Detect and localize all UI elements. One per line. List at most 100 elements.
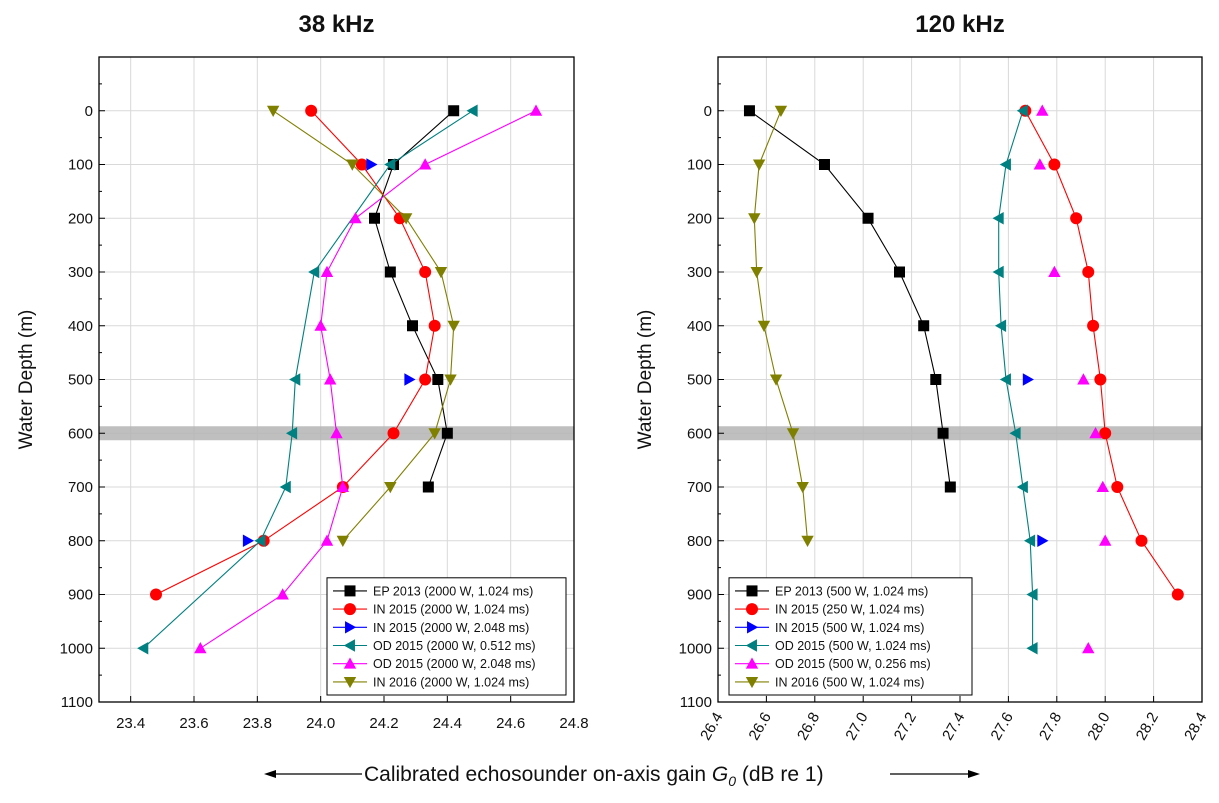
panel-2-series-line <box>1024 110 1179 595</box>
panel-2-ytick-label: 200 <box>687 210 712 227</box>
panel-2-legend-marker <box>746 603 758 616</box>
panel-1-data-point <box>434 267 448 279</box>
panel-1-series-6 <box>266 105 460 547</box>
panel-1-data-point <box>428 428 441 440</box>
panel-1-legend-label: OD 2015 (2000 W, 0.512 ms) <box>373 639 536 653</box>
panel-2-ytick-label: 1000 <box>679 640 712 657</box>
panel-2-data-point <box>818 159 830 170</box>
panel-2-data-point <box>1082 642 1095 654</box>
panel-1-data-point <box>150 588 162 601</box>
panel-2-data-point <box>1048 158 1061 171</box>
panel-1-series-5 <box>194 104 543 654</box>
panel-1-data-point <box>276 588 289 600</box>
panel-1-data-point <box>384 158 396 171</box>
panel-2-data-point <box>1111 481 1124 493</box>
panel-1-legend-marker <box>345 621 357 634</box>
panel-2-data-point <box>1087 319 1100 332</box>
panel-1-data-point <box>441 427 453 439</box>
panel-2-data-point <box>743 105 755 117</box>
panel-2-data-point <box>1016 480 1028 494</box>
panel-1-legend-marker <box>343 676 357 689</box>
panel-1-ytick-label: 900 <box>68 587 93 604</box>
panel-1-data-point <box>320 534 334 546</box>
panel-1-data-point <box>308 265 320 279</box>
panel-2-ylabel: Water Depth (m) <box>635 310 656 450</box>
panel-2-data-point <box>1023 534 1036 547</box>
panel-1-data-point <box>369 212 380 224</box>
panel-1-series-4 <box>137 104 478 655</box>
panel-2-data-point <box>918 320 930 332</box>
panel-1-data-point <box>387 427 400 440</box>
panel-1-series-line <box>373 110 455 488</box>
panel-1-legend-label: IN 2015 (2000 W, 1.024 ms) <box>373 603 529 617</box>
panel-1-xtick-label: 24.8 <box>559 715 588 732</box>
panel-2-data-point <box>1037 534 1049 547</box>
panel-2-data-point <box>944 481 956 493</box>
panel-2-data-point <box>1171 588 1184 601</box>
panel-1-data-point <box>242 534 255 547</box>
panel-1-title: 38 kHz <box>298 11 374 38</box>
panel-2-data-point <box>992 212 1004 225</box>
panel-1-data-point <box>428 319 441 332</box>
panel-2-data-point <box>999 373 1011 386</box>
panel-1-data-point <box>336 535 350 547</box>
panel-1-data-point <box>194 642 207 654</box>
panel-1-data-point <box>466 104 478 117</box>
panel-1-ytick-label: 1100 <box>61 694 93 711</box>
panel-2-xtick-label: 27.0 <box>842 710 871 744</box>
panel-1-data-point <box>137 642 149 655</box>
panel-1-ytick-label: 0 <box>85 103 93 120</box>
panel-1-xtick-label: 23.4 <box>116 715 145 732</box>
panel-2-xtick-label: 26.4 <box>697 710 726 744</box>
caption: Calibrated echosounder on-axis gain G0 (… <box>264 763 980 789</box>
panel-2-data-point <box>769 374 783 386</box>
panel-2-ytick-label: 100 <box>687 157 712 174</box>
panel-1-series-line <box>142 110 474 649</box>
panel-2-data-point <box>1099 534 1112 546</box>
panel-2-xtick-label: 28.0 <box>1084 710 1113 744</box>
caption-label: Calibrated echosounder on-axis gain <box>364 763 712 786</box>
panel-1-data-point <box>285 427 298 440</box>
panel-1-data-point <box>384 266 396 278</box>
panel-1-data-point <box>323 373 337 385</box>
panel-2: 120 kHz 0 100 200 300 400 500 600 700 800 900 1000 1… <box>635 11 1210 743</box>
panel-2-data-point <box>992 265 1004 279</box>
panel-2-series-3 <box>1022 373 1049 547</box>
panel-2-ytick-label: 400 <box>687 318 712 335</box>
panel-1-xtick-label: 23.6 <box>179 715 208 732</box>
panel-1: 38 kHz 0 100 200 300 400 500 600 700 800 900 1000 11… <box>16 11 589 732</box>
panel-1-ylabel: Water Depth (m) <box>16 310 37 450</box>
panel-2-data-point <box>1026 642 1038 655</box>
panel-2-ytick-label: 900 <box>687 587 712 604</box>
panel-2-data-point <box>1026 588 1038 601</box>
panel-1-ytick-label: 100 <box>68 157 93 174</box>
panel-1-data-point <box>448 105 460 117</box>
panel-1-series-line <box>155 110 436 595</box>
panel-2-data-point <box>1077 373 1090 385</box>
panel-1-data-point <box>330 427 343 439</box>
panel-2-xtick-label: 28.2 <box>1133 710 1162 744</box>
panel-1-data-point <box>404 373 416 386</box>
panel-1-legend-label: IN 2015 (2000 W, 2.048 ms) <box>373 621 529 635</box>
panel-2-series-4 <box>992 104 1038 655</box>
panel-2-data-point <box>999 158 1011 171</box>
panel-2-ytick-label: 1100 <box>680 694 712 711</box>
panel-2-data-point <box>937 427 949 439</box>
panel-2-title: 120 kHz <box>915 11 1004 38</box>
panel-2-ytick-label: 800 <box>687 533 712 550</box>
panel-2-xtick-label: 27.2 <box>891 710 920 744</box>
panel-1-data-point <box>444 374 457 386</box>
panel-2-xtick-label: 27.6 <box>988 710 1017 744</box>
panel-2-data-point <box>786 428 800 440</box>
panel-2-xtick-label: 26.6 <box>746 710 775 744</box>
panel-2-data-point <box>1048 265 1061 277</box>
panel-1-data-point <box>419 373 432 386</box>
panel-2-data-point <box>1096 480 1109 492</box>
panel-1-legend-box <box>326 577 567 696</box>
panel-1-ytick-label: 400 <box>68 318 93 335</box>
panel-2-data-point <box>1089 427 1102 439</box>
panel-1-data-point <box>349 212 362 224</box>
panel-2-data-point <box>930 374 942 385</box>
panel-1-data-point <box>407 320 418 332</box>
